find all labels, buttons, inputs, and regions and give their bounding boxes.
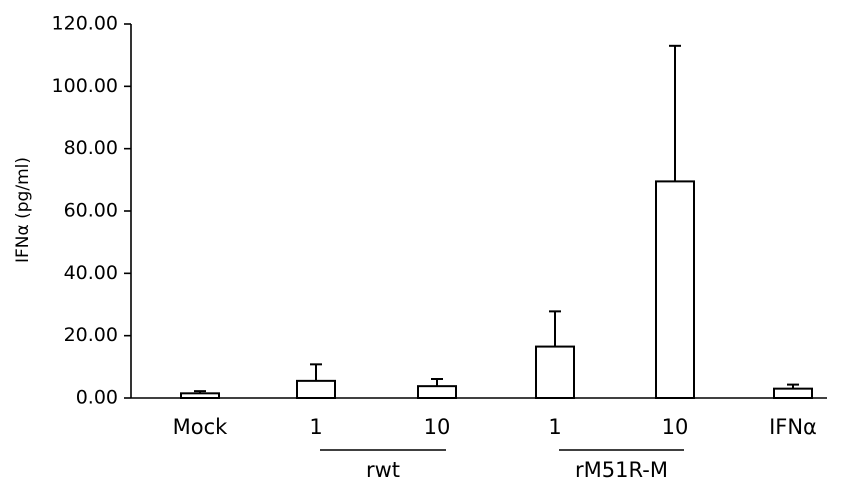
bar xyxy=(180,392,220,400)
y-tick-label: 0.00 xyxy=(76,387,118,409)
group-label: rM51R-M xyxy=(575,458,668,482)
y-tick-label: 40.00 xyxy=(64,262,118,284)
group-labels: rwt rM51R-M xyxy=(320,449,684,482)
bars xyxy=(180,180,813,400)
y-tick-label: 120.00 xyxy=(52,13,118,35)
y-tick-label: 60.00 xyxy=(64,200,118,222)
category-label: 10 xyxy=(424,415,451,439)
bar xyxy=(296,379,336,400)
y-axis-title: IFNα (pg/ml) xyxy=(13,157,33,263)
error-bars xyxy=(194,44,799,394)
category-label: 10 xyxy=(662,415,689,439)
bar xyxy=(655,180,695,399)
category-labels: Mock 1 10 1 10 IFNα xyxy=(173,415,817,439)
category-label: 1 xyxy=(548,415,561,439)
bar xyxy=(535,345,575,400)
y-axis-ticks: 0.00 20.00 40.00 60.00 80.00 100.00 120.00 xyxy=(52,13,131,409)
y-tick-label: 100.00 xyxy=(52,75,118,97)
y-tick-label: 80.00 xyxy=(64,137,118,159)
group-label: rwt xyxy=(366,458,400,482)
category-label: 1 xyxy=(309,415,322,439)
y-tick-label: 20.00 xyxy=(64,324,118,346)
bar xyxy=(417,385,457,400)
category-label: Mock xyxy=(173,415,229,439)
category-label: IFNα xyxy=(769,415,817,439)
bar xyxy=(773,387,813,399)
